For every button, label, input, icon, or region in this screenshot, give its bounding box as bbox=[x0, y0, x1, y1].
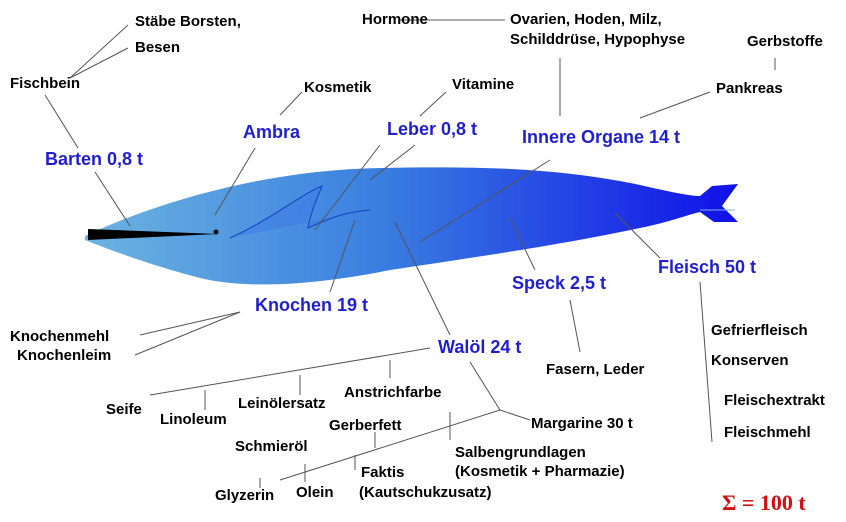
label: Knochenmehl bbox=[10, 328, 109, 345]
label: (Kautschukzusatz) bbox=[359, 484, 492, 501]
label: Salbengrundlagen bbox=[455, 444, 586, 461]
label: Vitamine bbox=[452, 76, 514, 93]
label: Glyzerin bbox=[215, 487, 274, 504]
label: Faktis bbox=[361, 464, 404, 481]
label: Kosmetik bbox=[304, 79, 372, 96]
label: Knochenleim bbox=[17, 347, 111, 364]
part-label: Knochen 19 t bbox=[255, 295, 368, 315]
label: Linoleum bbox=[160, 411, 227, 428]
label: Seife bbox=[106, 401, 142, 418]
label: Hormone bbox=[362, 11, 428, 28]
total: Σ = 100 t bbox=[722, 490, 806, 515]
label: Fischbein bbox=[10, 75, 80, 92]
label: Gefrierfleisch bbox=[711, 322, 808, 339]
label: Gerberfett bbox=[329, 417, 402, 434]
label: Gerbstoffe bbox=[747, 33, 823, 50]
eye bbox=[214, 230, 219, 235]
part-label: Walöl 24 t bbox=[438, 337, 521, 357]
part-label: Barten 0,8 t bbox=[45, 149, 143, 169]
label: Fleischextrakt bbox=[724, 392, 825, 409]
label: Ovarien, Hoden, Milz, bbox=[510, 11, 662, 28]
label: Schmieröl bbox=[235, 438, 308, 455]
part-label: Ambra bbox=[243, 122, 301, 142]
whale-body bbox=[85, 167, 738, 284]
label: Margarine 30 t bbox=[531, 415, 633, 432]
label: (Kosmetik + Pharmazie) bbox=[455, 463, 625, 480]
part-label: Innere Organe 14 t bbox=[522, 127, 680, 147]
diagram: Stäbe Borsten, Besen Fischbein Hormone O… bbox=[0, 0, 846, 522]
label: Fasern, Leder bbox=[546, 361, 645, 378]
label: Olein bbox=[296, 484, 334, 501]
label: Fleischmehl bbox=[724, 424, 811, 441]
part-label: Fleisch 50 t bbox=[658, 257, 756, 277]
label: Anstrichfarbe bbox=[344, 384, 442, 401]
part-label: Speck 2,5 t bbox=[512, 273, 606, 293]
whale bbox=[85, 167, 738, 284]
label: Stäbe Borsten, bbox=[135, 13, 241, 30]
label: Schilddrüse, Hypophyse bbox=[510, 31, 685, 48]
label: Leinölersatz bbox=[238, 395, 326, 412]
label: Pankreas bbox=[716, 80, 783, 97]
label: Konserven bbox=[711, 352, 789, 369]
label: Besen bbox=[135, 39, 180, 56]
part-label: Leber 0,8 t bbox=[387, 119, 477, 139]
